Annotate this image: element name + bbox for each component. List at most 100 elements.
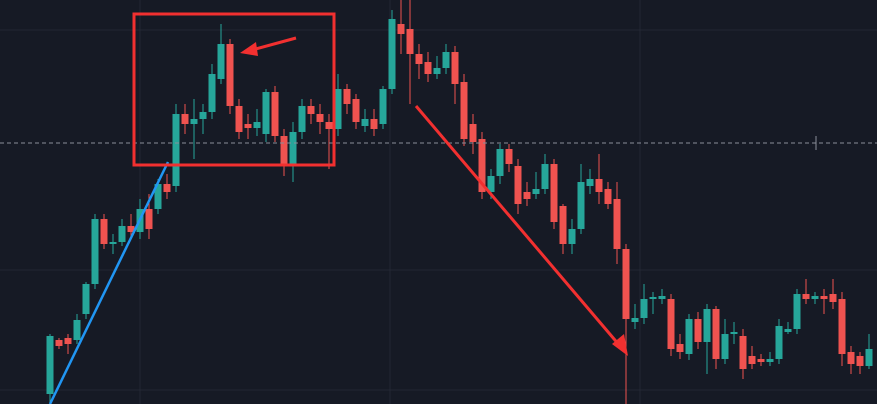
- candle-body: [703, 309, 711, 342]
- candle-body: [73, 320, 81, 340]
- candle-body: [451, 52, 459, 84]
- candle-body: [127, 226, 135, 232]
- candle-body: [334, 89, 342, 129]
- candle-body: [613, 199, 621, 249]
- candle-body: [667, 299, 675, 349]
- candle-body: [433, 68, 441, 74]
- candle-body: [577, 182, 585, 229]
- candle-body: [487, 176, 495, 192]
- candle-body: [460, 82, 468, 139]
- candle-body: [361, 119, 369, 126]
- candle-body: [181, 114, 189, 124]
- arrow-head: [612, 334, 628, 356]
- candle-body: [541, 164, 549, 189]
- candle-body: [280, 136, 288, 166]
- candle-body: [658, 296, 666, 299]
- candle-body: [397, 24, 405, 34]
- candle-body: [514, 166, 522, 204]
- candle-body: [496, 149, 504, 176]
- candle-body: [316, 114, 324, 122]
- candle-body: [784, 329, 792, 332]
- candle-body: [712, 309, 720, 359]
- candle-body: [415, 54, 423, 64]
- candle-body: [244, 124, 252, 128]
- candle-body: [532, 189, 540, 194]
- candle-body: [748, 356, 756, 364]
- candle-body: [55, 340, 63, 346]
- candle-body: [775, 326, 783, 359]
- candle-body: [46, 336, 54, 394]
- candle-body: [298, 106, 306, 132]
- arrow-line: [414, 105, 622, 347]
- candle-body: [766, 359, 774, 362]
- candle-body: [676, 344, 684, 352]
- candle-body: [622, 249, 630, 319]
- candle-body: [838, 299, 846, 354]
- candle-body: [64, 338, 72, 344]
- candle-body: [685, 319, 693, 354]
- candle-body: [721, 334, 729, 359]
- candle-body: [199, 112, 207, 119]
- candle-body: [739, 336, 747, 369]
- candle-body: [307, 106, 315, 114]
- candles: [46, 0, 873, 404]
- candle-body: [478, 139, 486, 192]
- candle-body: [406, 29, 414, 54]
- candle-body: [172, 114, 180, 186]
- candle-body: [289, 132, 297, 166]
- candle-body: [649, 297, 657, 299]
- candle-body: [253, 122, 261, 128]
- candle-body: [379, 89, 387, 124]
- candle-body: [631, 318, 639, 322]
- candle-body: [568, 229, 576, 244]
- candle-body: [586, 179, 594, 186]
- candle-body: [145, 209, 153, 229]
- candle-body: [469, 124, 477, 142]
- candle-body: [829, 294, 837, 302]
- candle-body: [640, 299, 648, 318]
- candle-body: [154, 184, 162, 209]
- candle-body: [109, 242, 117, 244]
- candle-body: [811, 296, 819, 299]
- candle-body: [424, 62, 432, 74]
- arrow-head: [240, 42, 258, 56]
- candle-body: [694, 319, 702, 342]
- candle-body: [550, 164, 558, 222]
- highlight-box: [132, 12, 336, 167]
- candle-body: [190, 119, 198, 124]
- trend-line: [48, 161, 170, 404]
- candle-body: [802, 294, 810, 299]
- candle-body: [118, 226, 126, 242]
- candle-body: [820, 296, 828, 299]
- candle-body: [352, 99, 360, 122]
- candle-body: [262, 92, 270, 134]
- candle-body: [271, 92, 279, 136]
- arrow-line: [251, 36, 297, 52]
- candle-body: [505, 149, 513, 164]
- candle-body: [595, 179, 603, 192]
- candle-body: [730, 332, 738, 334]
- candle-body: [847, 352, 855, 364]
- candle-body: [793, 294, 801, 329]
- candle-body: [226, 44, 234, 106]
- candle-body: [559, 206, 567, 244]
- candle-body: [235, 106, 243, 132]
- candle-body: [757, 359, 765, 362]
- candle-body: [91, 219, 99, 284]
- candle-body: [856, 356, 864, 366]
- candle-body: [523, 192, 531, 199]
- candle-body: [100, 219, 108, 244]
- candle-body: [325, 122, 333, 129]
- candle-body: [370, 119, 378, 129]
- candle-body: [388, 19, 396, 89]
- candle-body: [343, 89, 351, 104]
- candle-body: [442, 52, 450, 68]
- candle-body: [217, 44, 225, 79]
- candle-body: [865, 349, 873, 366]
- candle-body: [604, 189, 612, 204]
- candle-body: [163, 184, 171, 192]
- candle-body: [208, 74, 216, 112]
- candle-body: [82, 284, 90, 314]
